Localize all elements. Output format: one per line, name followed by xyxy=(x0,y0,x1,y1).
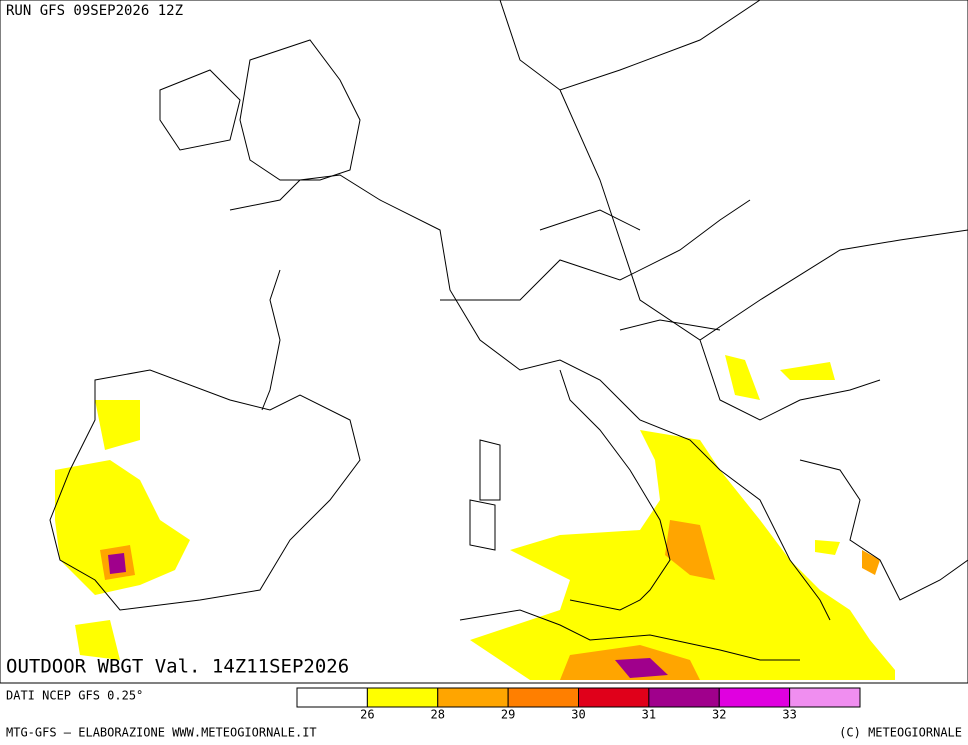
wbgt-area xyxy=(780,362,835,380)
color-bin xyxy=(789,687,861,708)
color-bin xyxy=(296,687,368,708)
wbgt-area xyxy=(75,620,120,660)
coastline xyxy=(799,459,968,601)
coastline xyxy=(261,269,281,411)
color-bin xyxy=(437,687,509,708)
border xyxy=(440,199,881,421)
wbgt-area xyxy=(615,658,668,678)
color-bin xyxy=(718,687,791,708)
tick-label: 29 xyxy=(501,708,515,722)
color-bin xyxy=(507,687,579,708)
tick-label: 26 xyxy=(360,708,374,722)
wbgt-area xyxy=(862,550,880,575)
wbgt-area xyxy=(815,540,840,555)
wbgt-area xyxy=(665,520,715,580)
wbgt-area xyxy=(725,355,760,400)
wbgt-area xyxy=(95,400,140,450)
tick-label: 30 xyxy=(571,708,585,722)
tick-label: 32 xyxy=(712,708,726,722)
wbgt-area xyxy=(108,553,126,574)
tick-label: 28 xyxy=(431,708,445,722)
coastline xyxy=(49,369,361,611)
tick-label: 33 xyxy=(782,708,796,722)
footer-right: (C) METEOGIORNALE xyxy=(839,726,962,740)
run-label: RUN GFS 09SEP2026 12Z xyxy=(6,3,183,19)
coastline xyxy=(459,609,800,661)
data-source: DATI NCEP GFS 0.25° xyxy=(6,689,143,703)
wbgt-area xyxy=(55,460,190,595)
coastline xyxy=(239,39,361,181)
color-bin xyxy=(578,687,650,708)
coastlines xyxy=(49,0,968,661)
footer-left: MTG-GFS — ELABORAZIONE WWW.METEOGIORNALE… xyxy=(6,726,317,740)
coastline xyxy=(159,69,241,151)
color-bin xyxy=(366,687,439,708)
colorbar: 26 28 29 30 31 32 33 xyxy=(296,687,861,722)
coastline xyxy=(559,369,671,611)
map-title: OUTDOOR WBGT Val. 14Z11SEP2026 xyxy=(6,656,349,678)
coastline xyxy=(469,439,501,551)
tick-label: 31 xyxy=(642,708,656,722)
color-bin xyxy=(648,687,720,708)
wbgt-fields xyxy=(55,355,895,680)
